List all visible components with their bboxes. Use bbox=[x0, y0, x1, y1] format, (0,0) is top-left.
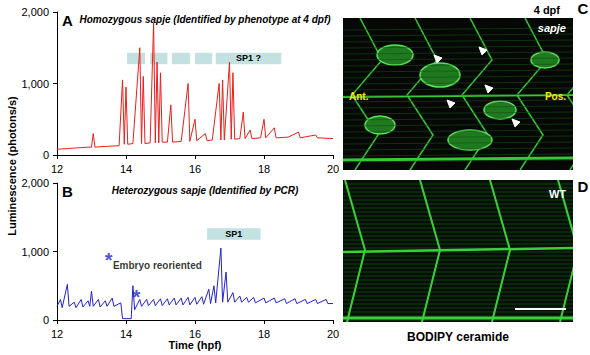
svg-text:B: B bbox=[62, 183, 73, 200]
svg-text:SP1: SP1 bbox=[225, 229, 242, 239]
svg-text:Luminescence (photons/s): Luminescence (photons/s) bbox=[6, 96, 18, 236]
svg-text:4 dpf: 4 dpf bbox=[534, 4, 561, 16]
svg-text:C: C bbox=[578, 0, 589, 17]
svg-text:Embryo reoriented: Embryo reoriented bbox=[113, 260, 202, 271]
svg-text:SP1 ?: SP1 ? bbox=[236, 53, 261, 63]
svg-text:Heterozygous sapje (Identified: Heterozygous sapje (Identified by PCR) bbox=[112, 185, 299, 196]
svg-text:14: 14 bbox=[120, 328, 132, 340]
svg-text:18: 18 bbox=[258, 163, 270, 175]
svg-text:16: 16 bbox=[189, 163, 201, 175]
svg-text:Pos.: Pos. bbox=[545, 91, 566, 102]
svg-text:Homozygous sapje (Identified b: Homozygous sapje (Identified by phenotyp… bbox=[79, 14, 331, 25]
svg-text:0: 0 bbox=[43, 149, 49, 161]
svg-text:16: 16 bbox=[189, 328, 201, 340]
svg-text:Time (hpf): Time (hpf) bbox=[169, 339, 222, 351]
svg-text:1,000: 1,000 bbox=[21, 78, 49, 90]
svg-text:12: 12 bbox=[51, 163, 63, 175]
svg-text:2,000: 2,000 bbox=[21, 177, 49, 189]
svg-text:18: 18 bbox=[258, 328, 270, 340]
svg-text:20: 20 bbox=[327, 163, 339, 175]
svg-text:20: 20 bbox=[327, 328, 339, 340]
svg-text:1,000: 1,000 bbox=[21, 246, 49, 258]
svg-text:Ant.: Ant. bbox=[349, 91, 369, 102]
svg-text:2,000: 2,000 bbox=[21, 6, 49, 18]
svg-text:D: D bbox=[578, 178, 589, 195]
svg-text:sapje: sapje bbox=[538, 22, 566, 34]
svg-text:14: 14 bbox=[120, 163, 132, 175]
svg-text:12: 12 bbox=[51, 328, 63, 340]
svg-text:WT: WT bbox=[549, 188, 566, 200]
svg-text:*: * bbox=[105, 249, 113, 271]
svg-text:BODIPY ceramide: BODIPY ceramide bbox=[407, 330, 509, 344]
svg-text:A: A bbox=[62, 12, 73, 29]
svg-text:0: 0 bbox=[43, 314, 49, 326]
